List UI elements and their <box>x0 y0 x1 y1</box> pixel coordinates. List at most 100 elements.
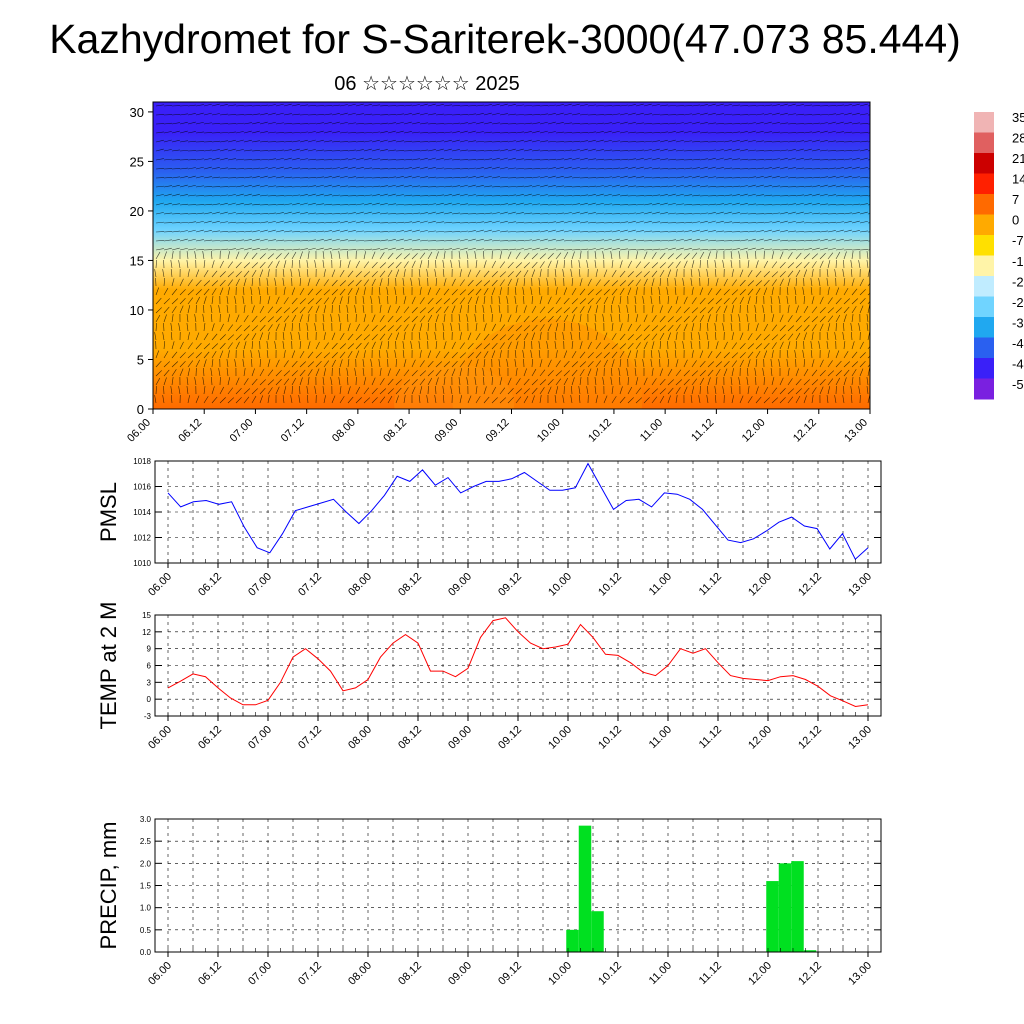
y-axis-label: TEMP at 2 M <box>96 602 121 730</box>
y-axis-label: PMSL <box>96 482 121 542</box>
x-tick-label: 10.00 <box>546 724 574 752</box>
colorbar-label: 21 <box>1012 151 1024 166</box>
x-tick-label: 07.12 <box>296 571 324 599</box>
y-tick-label: 1016 <box>133 483 151 492</box>
y-tick-label: 9 <box>147 645 152 654</box>
wind-barbs <box>154 103 870 404</box>
x-tick-label: 13.00 <box>846 724 874 752</box>
y-tick-label: 15 <box>130 253 144 268</box>
x-tick-label: 08.12 <box>396 724 424 752</box>
colorbar: 35 28 21 14 7 0 -7 -1 -2 -2 -3 -4 -4 -5 <box>974 110 1024 400</box>
series-line <box>167 617 869 708</box>
y-tick-label: 0 <box>137 402 144 417</box>
x-tick-label: 07.00 <box>228 417 256 445</box>
colorbar-segment <box>974 153 994 174</box>
colorbar-label: -5 <box>1012 377 1024 392</box>
x-tick-label: 12.12 <box>796 571 824 599</box>
temperature-field <box>153 102 870 409</box>
y-tick-label: 20 <box>130 204 144 219</box>
x-tick-label: 10.00 <box>546 571 574 599</box>
x-tick-label: 11.00 <box>647 724 674 751</box>
x-tick-label: 09.00 <box>446 960 474 988</box>
y-tick-label: 1014 <box>133 508 151 517</box>
x-tick-label: 12.12 <box>791 417 819 445</box>
x-tick-label: 12.12 <box>796 960 824 988</box>
colorbar-segment <box>974 173 994 195</box>
colorbar-segment <box>974 276 994 297</box>
x-tick-label: 11.12 <box>689 417 716 444</box>
colorbar-label: -2 <box>1012 274 1024 289</box>
x-tick-label: 06.12 <box>196 960 224 988</box>
x-tick-label: 09.00 <box>432 417 460 445</box>
x-tick-label: 06.12 <box>176 417 204 445</box>
x-tick-label: 10.12 <box>596 571 624 599</box>
x-tick-label: 12.00 <box>746 724 774 752</box>
colorbar-label: 35 <box>1012 110 1024 125</box>
colorbar-label: 14 <box>1012 172 1024 187</box>
colorbar-label: -2 <box>1012 295 1024 310</box>
y-tick-label: 10 <box>130 303 144 318</box>
colorbar-label: -4 <box>1012 336 1024 351</box>
y-tick-label: -3 <box>144 712 152 721</box>
y-tick-label: 2.0 <box>140 859 152 868</box>
x-tick-label: 07.12 <box>296 724 324 752</box>
x-tick-label: 07.00 <box>246 571 274 599</box>
x-tick-label: 10.12 <box>596 960 624 988</box>
x-tick-label: 11.12 <box>697 571 724 598</box>
x-tick-label: 09.12 <box>496 571 524 599</box>
x-tick-label: 06.12 <box>196 571 224 599</box>
colorbar-segment <box>974 337 994 359</box>
colorbar-segment <box>974 235 994 256</box>
colorbar-label: -3 <box>1012 315 1024 330</box>
x-tick-label: 13.00 <box>846 571 874 599</box>
x-tick-label: 07.12 <box>296 960 324 988</box>
precip-bar <box>578 825 592 952</box>
colorbar-segment <box>974 317 994 338</box>
y-tick-label: 1.0 <box>140 904 152 913</box>
series-line <box>167 462 869 561</box>
y-tick-label: 6 <box>147 662 152 671</box>
y-tick-label: 3.0 <box>140 815 152 824</box>
colorbar-segment <box>974 255 994 277</box>
precip-bar <box>791 861 804 952</box>
x-tick-label: 12.00 <box>746 960 774 988</box>
precip-panel: 0.0 0.5 1.0 1.5 2.0 2.5 3.0 06.00 06.12 07.00 07.1… <box>96 815 882 988</box>
x-tick-label: 11.12 <box>697 960 724 987</box>
x-tick-label: 07.00 <box>246 724 274 752</box>
chart-title: Kazhydromet for S-Sariterek-3000(47.073 … <box>49 16 961 62</box>
x-tick-label: 13.00 <box>842 417 870 445</box>
y-tick-label: 0.0 <box>140 948 152 957</box>
y-tick-label: 1.5 <box>140 882 152 891</box>
temp-panel: -3 0 3 6 9 12 15 06.00 06.12 07.00 07.12 08.00 08.12… <box>96 602 882 752</box>
precip-bar <box>778 863 792 952</box>
x-tick-label: 06.12 <box>196 724 224 752</box>
y-tick-label: 1010 <box>133 559 151 568</box>
x-tick-label: 06.00 <box>146 960 174 988</box>
y-tick-label: 1012 <box>133 534 151 543</box>
y-tick-label: 1018 <box>133 457 151 466</box>
y-tick-label: 25 <box>130 154 144 169</box>
x-tick-label: 08.00 <box>346 724 374 752</box>
x-tick-label: 11.00 <box>647 571 674 598</box>
cross-section-panel: 0 5 10 15 20 25 30 06.00 06.12 07.00 07.12 08.00 08.… <box>125 101 871 445</box>
x-tick-label: 10.00 <box>535 417 563 445</box>
x-tick-label: 08.12 <box>396 571 424 599</box>
colorbar-label: -4 <box>1012 356 1024 371</box>
precip-bar <box>591 911 604 952</box>
x-tick-label: 08.12 <box>396 960 424 988</box>
colorbar-segment <box>974 214 994 236</box>
colorbar-segment <box>974 296 994 318</box>
chart-subtitle: 06 ☆☆☆☆☆☆ 2025 <box>334 73 520 95</box>
precip-bar <box>766 881 779 952</box>
y-tick-label: 3 <box>147 678 152 687</box>
y-tick-label: 30 <box>130 105 144 120</box>
x-tick-label: 11.00 <box>638 417 665 444</box>
colorbar-segment <box>974 112 994 133</box>
x-tick-label: 10.00 <box>546 960 574 988</box>
x-tick-label: 12.00 <box>746 571 774 599</box>
precip-bar <box>803 950 817 952</box>
x-tick-label: 08.00 <box>346 571 374 599</box>
x-tick-label: 07.00 <box>246 960 274 988</box>
x-tick-label: 08.12 <box>381 417 409 445</box>
